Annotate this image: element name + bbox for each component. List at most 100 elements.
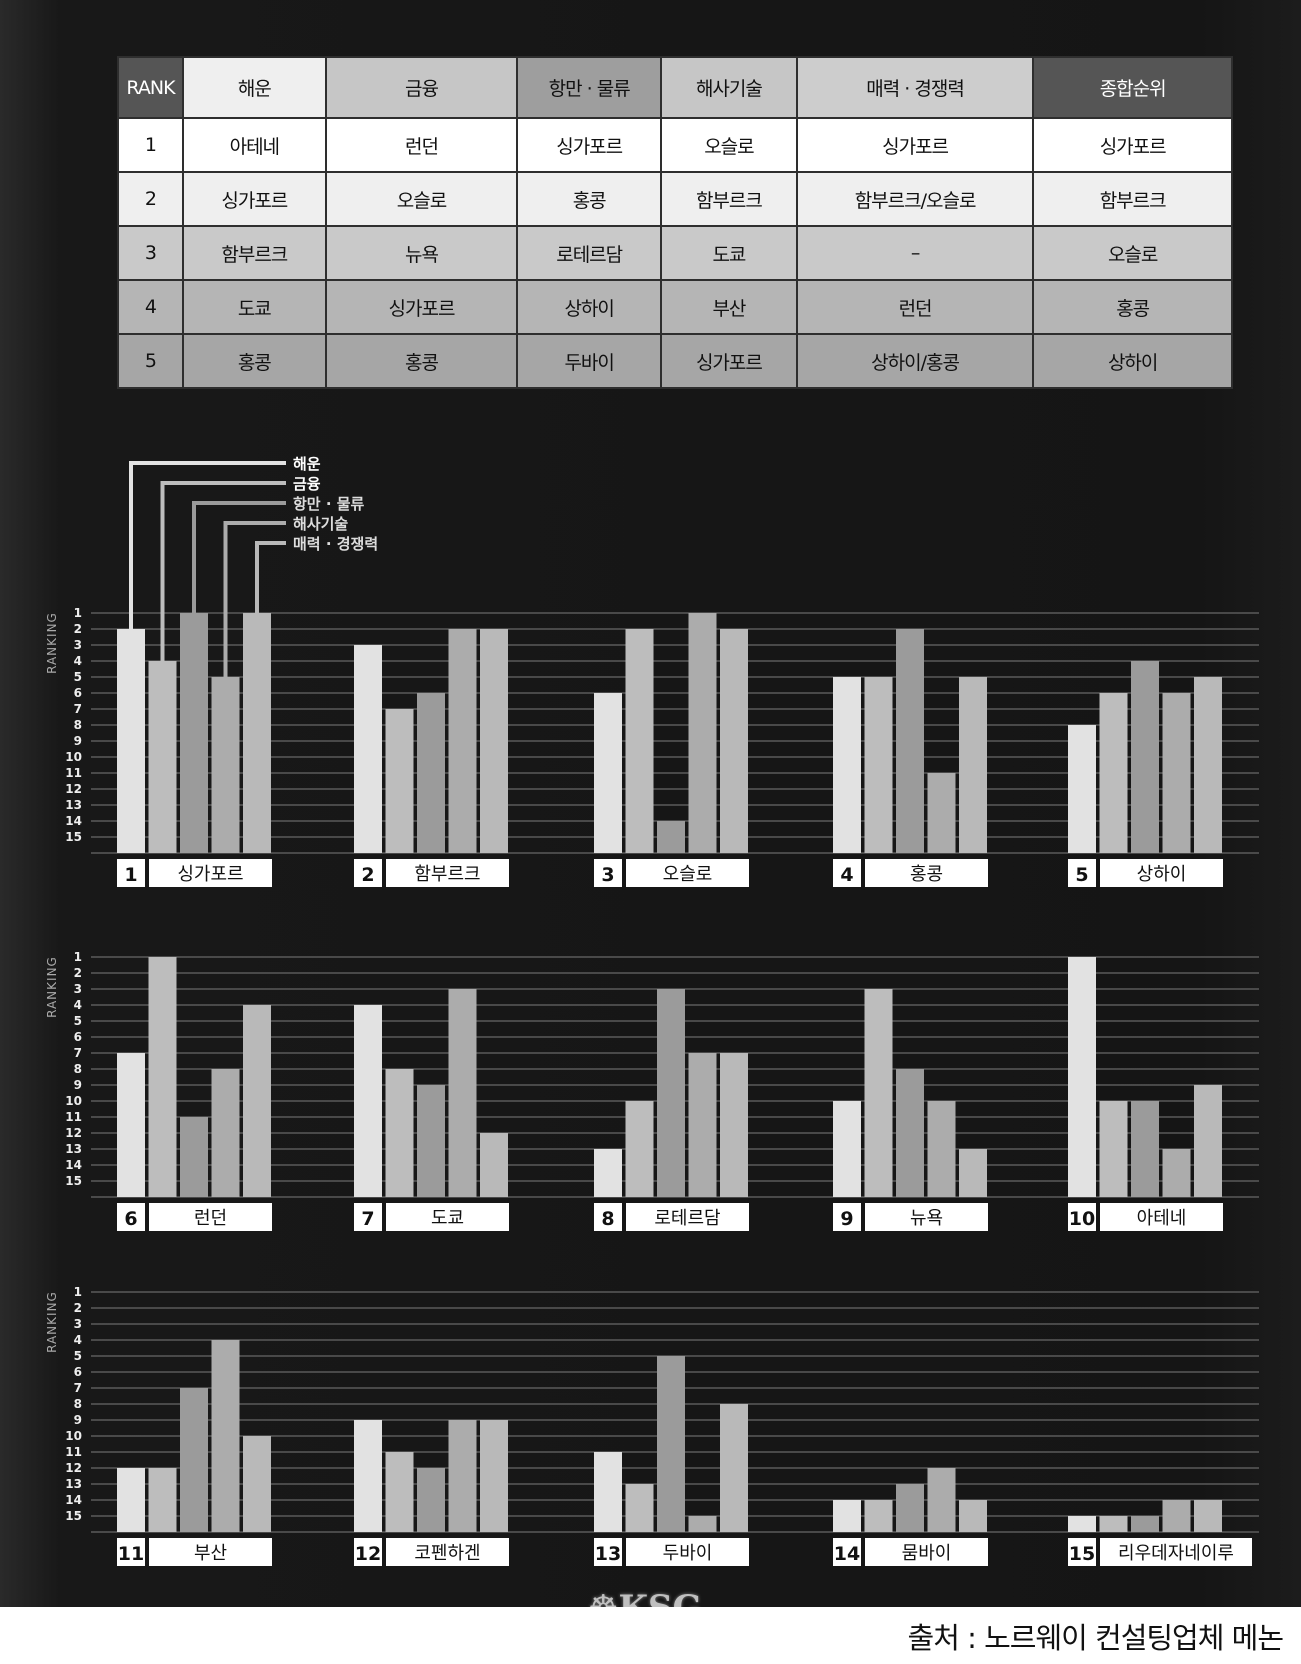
table-row: 2 싱가포르 오슬로 홍콩 함부르크 함부르크/오슬로 함부르크 xyxy=(117,171,1233,227)
bar-2 xyxy=(625,1484,654,1532)
y-tick-label: 15 xyxy=(65,830,82,844)
bar-5 xyxy=(480,629,508,853)
table-cell: 싱가포르 xyxy=(516,117,663,173)
city-name-box xyxy=(1100,859,1223,887)
bar-2 xyxy=(385,709,414,853)
table-cell: 런던 xyxy=(795,279,1035,335)
y-tick-label: 4 xyxy=(74,654,82,668)
city-rank-number: 2 xyxy=(361,864,374,886)
legend-label: 해사기술 xyxy=(293,515,348,533)
bar-5 xyxy=(480,1133,508,1197)
table-cell: 오슬로 xyxy=(660,117,798,173)
legend-leader-line xyxy=(129,461,286,629)
table-header-cell: 해운 xyxy=(181,56,327,119)
table-cell: 도쿄 xyxy=(181,279,327,335)
city-rank-number: 15 xyxy=(1069,1543,1095,1565)
y-tick-label: 3 xyxy=(74,1317,82,1331)
bar-5 xyxy=(480,1420,508,1532)
table-cell: 싱가포르 xyxy=(324,279,519,335)
table-cell: 함부르크 xyxy=(1032,171,1233,227)
bar-4 xyxy=(927,773,956,853)
bar-1 xyxy=(117,629,145,853)
city-rank-number: 6 xyxy=(124,1208,137,1230)
y-tick-label: 7 xyxy=(74,1046,82,1060)
table-cell: 2 xyxy=(117,171,184,227)
table-cell: 홍콩 xyxy=(1032,279,1233,335)
bar-1 xyxy=(354,1005,382,1197)
city-rank-box xyxy=(117,1538,145,1566)
y-tick-label: 3 xyxy=(74,982,82,996)
bar-3 xyxy=(417,693,445,853)
bar-4 xyxy=(688,613,717,853)
bar-4 xyxy=(1162,693,1191,853)
bar-4 xyxy=(927,1468,956,1532)
table-row: 4 도쿄 싱가포르 상하이 부산 런던 홍콩 xyxy=(117,279,1233,335)
legend-label: 매력 · 경쟁력 xyxy=(293,535,378,553)
table-cell: 상하이/홍콩 xyxy=(795,333,1035,389)
bar-1 xyxy=(1068,1516,1096,1532)
footer: 출처 : 노르웨이 컨설팅업체 메논 xyxy=(0,1607,1301,1664)
city-name: 상하이 xyxy=(1137,864,1187,885)
city-rank-box xyxy=(833,859,861,887)
city-rank-number: 3 xyxy=(601,864,614,886)
table-row: 3 함부르크 뉴욕 로테르담 도쿄 – 오슬로 xyxy=(117,225,1233,281)
bar-1 xyxy=(354,1420,382,1532)
city-name: 두바이 xyxy=(663,1543,713,1564)
city-name-box xyxy=(865,1203,988,1231)
bar-2 xyxy=(148,661,177,853)
bar-3 xyxy=(657,989,685,1197)
city-name: 아테네 xyxy=(1137,1208,1187,1229)
city-name-box xyxy=(1100,1538,1252,1566)
legend-leader-line xyxy=(255,541,286,613)
bar-3 xyxy=(896,1069,924,1197)
city-rank-number: 13 xyxy=(595,1543,621,1565)
table-cell: 아테네 xyxy=(181,117,327,173)
bar-2 xyxy=(385,1069,414,1197)
city-name: 오슬로 xyxy=(663,864,713,885)
y-tick-label: 1 xyxy=(74,606,82,620)
y-tick-label: 2 xyxy=(74,966,82,980)
y-tick-label: 12 xyxy=(65,782,82,796)
city-name: 부산 xyxy=(194,1543,227,1564)
table-cell: 런던 xyxy=(324,117,519,173)
y-tick-label: 11 xyxy=(65,1445,82,1459)
city-name-box xyxy=(149,1538,272,1566)
bar-1 xyxy=(354,645,382,853)
city-rank-box xyxy=(354,1203,382,1231)
y-tick-label: 9 xyxy=(74,1078,82,1092)
city-name-box xyxy=(626,1203,749,1231)
y-tick-label: 7 xyxy=(74,702,82,716)
bar-4 xyxy=(211,1340,240,1532)
city-name-box xyxy=(865,1538,988,1566)
city-name: 뭄바이 xyxy=(902,1543,952,1564)
city-name-box xyxy=(386,859,509,887)
city-name-box xyxy=(149,1203,272,1231)
city-rank-number: 14 xyxy=(834,1543,860,1565)
bar-4 xyxy=(688,1053,717,1197)
city-name-box xyxy=(1100,1203,1223,1231)
city-name: 도쿄 xyxy=(431,1208,464,1229)
bar-1 xyxy=(833,1500,861,1532)
ranking-table: RANK 해운 금융 항만 · 물류 해사기술 매력 · 경쟁력 종합순위 1 아테네 런던 싱가포… xyxy=(117,56,1233,389)
bar-4 xyxy=(448,989,477,1197)
bar-2 xyxy=(864,1500,893,1532)
table-row: 1 아테네 런던 싱가포르 오슬로 싱가포르 싱가포르 xyxy=(117,117,1233,173)
y-tick-label: 11 xyxy=(65,1110,82,1124)
bar-1 xyxy=(594,693,622,853)
bar-3 xyxy=(896,629,924,853)
table-cell: 부산 xyxy=(660,279,798,335)
table-header-cell: 해사기술 xyxy=(660,56,798,119)
city-rank-box xyxy=(594,1203,622,1231)
table-cell: 함부르크 xyxy=(181,225,327,281)
city-rank-box xyxy=(354,859,382,887)
bar-3 xyxy=(1131,1101,1159,1197)
y-axis-label: RANKING xyxy=(45,1291,59,1353)
y-tick-label: 5 xyxy=(74,1014,82,1028)
y-tick-label: 10 xyxy=(65,1094,82,1108)
y-tick-label: 13 xyxy=(65,1477,82,1491)
table-cell: 싱가포르 xyxy=(181,171,327,227)
table-cell: 5 xyxy=(117,333,184,389)
y-tick-label: 14 xyxy=(65,814,82,828)
city-rank-number: 12 xyxy=(355,1543,381,1565)
city-name: 코펜하겐 xyxy=(414,1543,480,1564)
